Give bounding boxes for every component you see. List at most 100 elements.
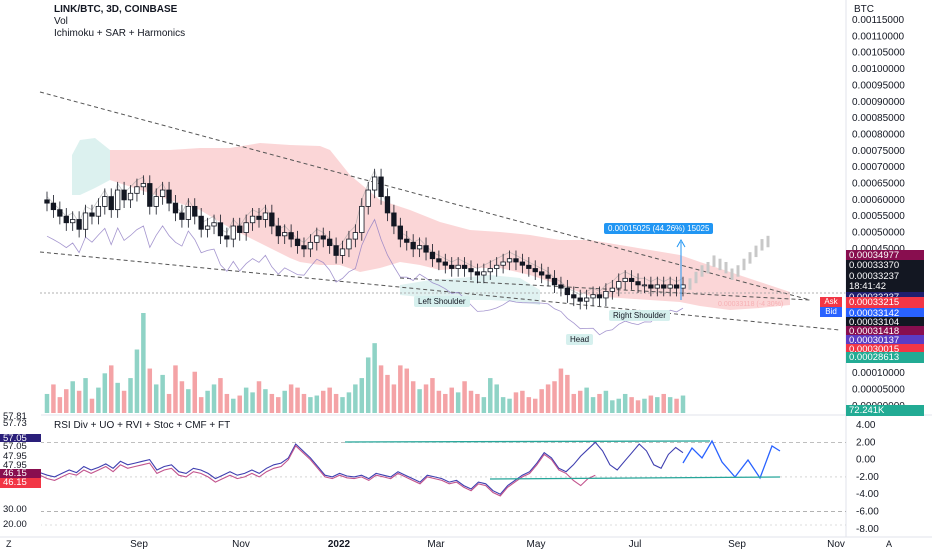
candle-body — [429, 251, 436, 260]
price-tag: 0.00030137 — [846, 335, 924, 346]
candle-body — [262, 212, 269, 220]
candle-body — [455, 264, 461, 269]
candle-body — [269, 212, 275, 227]
oscillator-left-label: 30.00 — [0, 505, 41, 515]
oscillator-left-label: 46.15 — [0, 469, 41, 479]
faint-measure-label: 0.00033118 (-4 30%) — [718, 301, 784, 308]
candle-body — [397, 225, 403, 240]
volume-bar — [410, 381, 416, 413]
volume-bar — [655, 397, 660, 413]
price-tag: 0.00030015 — [846, 344, 924, 355]
volume-bar — [166, 393, 172, 413]
candle-body — [436, 258, 442, 263]
candle-body — [519, 261, 526, 266]
candle-body — [449, 264, 455, 269]
candle-body — [237, 225, 243, 233]
projection-bar — [760, 239, 764, 251]
oscillator-title[interactable]: RSI Div + UO + RVI + Stoc + CMF + FT — [54, 420, 231, 431]
volume-bar — [179, 381, 185, 413]
auto-scale-button[interactable]: A — [886, 539, 892, 549]
volume-bar — [391, 384, 397, 413]
volume-bar — [577, 390, 583, 413]
volume-bar — [288, 384, 294, 413]
volume-bar — [186, 389, 191, 413]
volume-bar — [616, 398, 622, 413]
candle-body — [551, 277, 558, 286]
oscillator-tick: -8.00 — [856, 524, 879, 535]
volume-bar — [398, 365, 403, 413]
price-tick: 0.00115000 — [852, 15, 905, 26]
oscillator-left-label: 57.73 — [0, 419, 41, 429]
candle-body — [70, 219, 76, 224]
volume-bar — [128, 378, 133, 413]
candle-body — [89, 212, 95, 217]
volume-bar — [597, 393, 602, 413]
legend-indicators[interactable]: Ichimoku + SAR + Harmonics — [54, 28, 186, 39]
candle-body — [333, 245, 339, 256]
projection-bar — [748, 252, 752, 264]
candle-body — [359, 205, 365, 233]
price-tick: 0.00050000 — [852, 228, 905, 239]
candle-body — [217, 222, 224, 237]
price-tick: 0.00010000 — [852, 368, 905, 379]
price-tick: 0.00110000 — [852, 31, 905, 42]
price-tick: 0.00090000 — [852, 97, 905, 108]
candle-body — [224, 235, 230, 240]
symbol-title[interactable]: LINK/BTC, 3D, COINBASE — [54, 4, 178, 15]
volume-bar — [173, 365, 178, 413]
volume-bar — [513, 392, 519, 413]
price-axis-unit: BTC — [854, 4, 874, 15]
volume-bar — [481, 397, 487, 413]
candle-body — [346, 238, 352, 250]
oscillator-grid — [40, 441, 846, 526]
volume-bar — [648, 395, 654, 413]
oscillator-line — [39, 444, 596, 497]
oscillator-left-label: 46.15 — [0, 478, 41, 488]
candle-body — [545, 274, 551, 279]
price-tick: 0.00070000 — [852, 162, 905, 173]
candle-body — [352, 232, 359, 240]
candle-body — [590, 294, 596, 299]
candle-body — [288, 232, 294, 240]
volume-bar — [385, 374, 390, 413]
candle-body — [494, 264, 500, 269]
volume-bar — [153, 384, 159, 413]
price-tick: 0.00100000 — [852, 64, 905, 75]
candle-body — [166, 189, 172, 204]
volume-bar — [674, 398, 679, 413]
price-tag: 0.00033142 — [846, 308, 924, 319]
left-scroll-button[interactable]: Z — [6, 539, 12, 549]
volume-bar — [642, 398, 647, 413]
price-tag: 0.00033215 — [846, 297, 924, 308]
candle-body — [102, 196, 108, 207]
volume-bar — [340, 397, 345, 413]
oscillator-tick: -6.00 — [856, 507, 879, 518]
candle-body — [577, 297, 583, 302]
price-tick: 0.00080000 — [852, 129, 905, 140]
price-tick: 0.00055000 — [852, 211, 905, 222]
volume-bar — [565, 374, 570, 413]
volume-bar — [500, 397, 506, 413]
candle-body — [230, 225, 236, 240]
projection-bar — [712, 255, 716, 267]
candle-body — [95, 205, 102, 217]
oscillator-tick: 0.00 — [856, 455, 876, 466]
candle-body — [539, 271, 545, 276]
oscillator-left-label: 20.00 — [0, 520, 41, 530]
candle-body — [487, 268, 493, 273]
candle-body — [327, 238, 333, 247]
volume-bar — [552, 381, 557, 413]
volume-bar — [243, 387, 249, 413]
candle-body — [127, 192, 134, 201]
left-shoulder-label: Left Shoulder — [414, 296, 470, 307]
candle-body — [673, 284, 680, 289]
candle-body — [314, 235, 320, 243]
time-tick: Mar — [427, 539, 445, 550]
legend-vol[interactable]: Vol — [54, 16, 68, 27]
projection-bar — [688, 278, 692, 290]
volume-bar — [475, 393, 480, 413]
candle-body — [571, 294, 577, 299]
candle-body — [365, 189, 371, 207]
candle-body — [57, 209, 63, 217]
